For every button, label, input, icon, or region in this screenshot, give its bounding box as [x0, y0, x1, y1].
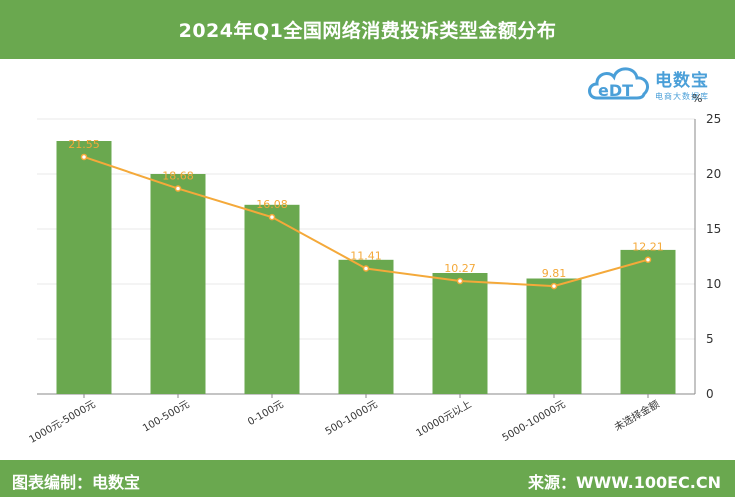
footer-credit: 图表编制：电数宝: [12, 473, 141, 492]
data-label: 12.21: [632, 241, 664, 254]
line-point: [644, 256, 652, 263]
line-point: [550, 282, 558, 290]
x-tick-label: 未选择金额: [612, 397, 662, 433]
line-point: [456, 277, 464, 285]
bar: [244, 204, 300, 394]
data-label: 9.81: [542, 267, 567, 280]
y-tick-label: 25: [706, 112, 721, 126]
x-tick-label: 100-500元: [141, 399, 191, 434]
y-tick-label: 10: [706, 277, 721, 291]
x-tick-label: 10000元以上: [414, 398, 474, 439]
footer-source: 来源：WWW.100EC.CN: [527, 473, 721, 492]
logo-subtitle: 电商大数据库: [655, 92, 709, 101]
y-tick-label: 20: [706, 167, 721, 181]
data-label: 10.27: [444, 262, 476, 275]
chart-area: 0 5 10 15 20 25 1000元-5000元 100-500元 0-100元 500-1…: [27, 112, 721, 446]
line-point: [362, 265, 370, 272]
x-tick-label: 5000-10000元: [501, 399, 568, 444]
x-tick-label: 1000元-5000元: [27, 399, 97, 446]
data-label: 21.55: [68, 138, 100, 151]
logo: eDT 电数宝 电商大数据库: [585, 58, 715, 108]
y-tick-label: 5: [706, 332, 714, 346]
y-tick-label: 15: [706, 222, 721, 236]
data-label: 11.41: [350, 249, 382, 262]
bar: [150, 174, 206, 394]
bar: [56, 141, 112, 394]
logo-name: 电数宝: [655, 71, 709, 91]
title-bar: 2024年Q1全国网络消费投诉类型金额分布: [0, 0, 735, 59]
chart-title: 2024年Q1全国网络消费投诉类型金额分布: [178, 20, 557, 42]
data-label: 18.68: [162, 170, 194, 183]
footer-bar: 图表编制：电数宝 来源：WWW.100EC.CN: [0, 460, 735, 497]
bar: [526, 278, 582, 394]
x-tick-label: 0-100元: [246, 399, 285, 428]
line-point: [80, 153, 88, 161]
bar: [432, 273, 488, 394]
line-point: [268, 213, 276, 221]
y-axis-unit: %: [692, 92, 703, 105]
data-label: 16.08: [256, 198, 288, 211]
cloud-logo-icon: eDT: [588, 67, 649, 100]
logo-mark: eDT: [598, 81, 633, 100]
bar: [620, 249, 676, 394]
x-tick-label: 500-1000元: [324, 399, 380, 438]
y-tick-label: 0: [706, 387, 714, 401]
bar: [338, 259, 394, 394]
line-point: [174, 185, 182, 192]
